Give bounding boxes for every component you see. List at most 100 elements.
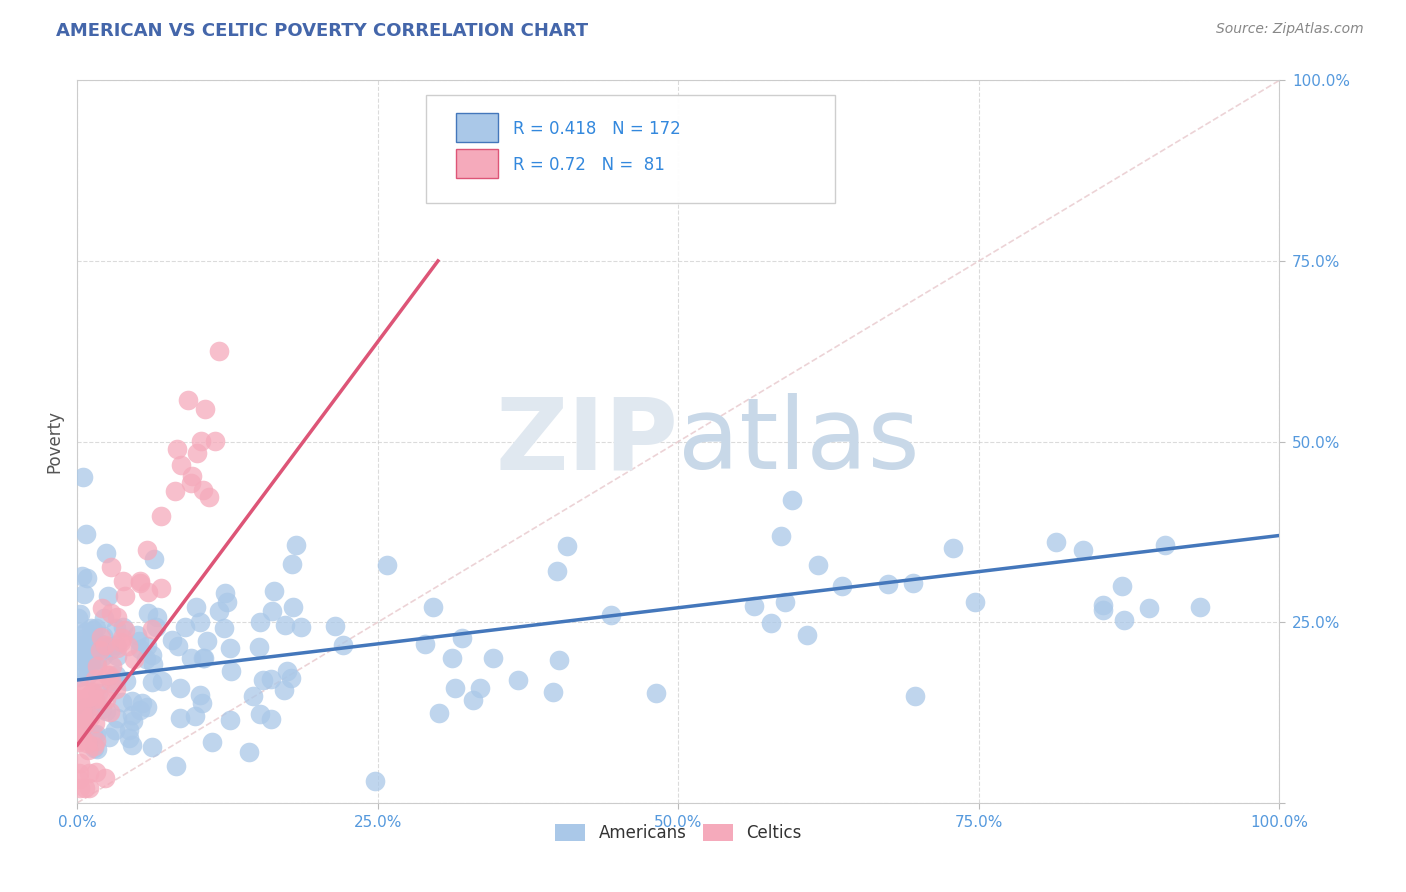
Point [831, 579, 853, 593]
Point [87, 686, 110, 700]
Point [149, 582, 172, 596]
Point [70, 706, 93, 721]
Point [169, 681, 191, 695]
Point [98, 705, 121, 719]
Point [129, 574, 152, 589]
Point [67, 708, 90, 723]
Point [1137, 600, 1160, 615]
Point [118, 723, 141, 738]
Point [84, 716, 107, 731]
Point [73, 781, 96, 796]
Point [238, 745, 260, 759]
Point [284, 538, 307, 552]
Point [82, 632, 104, 646]
Point [214, 621, 236, 635]
Point [218, 713, 240, 727]
Point [76, 690, 98, 705]
Point [90, 601, 112, 615]
Point [76, 736, 98, 750]
Point [114, 589, 136, 603]
Point [98, 643, 121, 657]
Point [443, 681, 465, 696]
Point [67, 643, 90, 657]
Point [75, 527, 97, 541]
Legend: Americans, Celtics: Americans, Celtics [548, 817, 808, 848]
Point [73, 684, 96, 698]
Point [135, 639, 157, 653]
Point [111, 695, 134, 709]
Point [141, 622, 163, 636]
Point [280, 671, 302, 685]
Point [97, 639, 120, 653]
Point [508, 673, 530, 687]
Point [70, 569, 93, 583]
Point [83, 673, 105, 687]
Point [90, 637, 112, 651]
Point [1114, 613, 1136, 627]
Point [77, 743, 100, 757]
Point [129, 576, 152, 591]
Point [70, 730, 93, 744]
Point [86, 652, 108, 666]
Point [1071, 543, 1094, 558]
Point [77, 766, 100, 780]
Point [759, 615, 782, 630]
Point [83, 698, 105, 712]
Point [69, 640, 91, 654]
Point [94, 705, 117, 719]
Point [122, 652, 145, 666]
Point [1045, 534, 1067, 549]
Point [67, 693, 90, 707]
Point [141, 675, 163, 690]
Point [75, 625, 97, 640]
Point [290, 620, 312, 634]
Point [72, 470, 94, 484]
Point [364, 774, 387, 789]
Point [73, 702, 96, 716]
Point [91, 629, 114, 643]
Point [780, 493, 803, 508]
Point [141, 740, 163, 755]
FancyBboxPatch shape [456, 149, 498, 178]
Point [76, 668, 98, 682]
Point [219, 664, 242, 678]
Point [1091, 599, 1114, 613]
Point [69, 705, 91, 719]
Point [86, 659, 108, 673]
Point [84, 727, 107, 741]
Point [67, 772, 90, 786]
Point [80, 684, 103, 698]
Point [70, 731, 93, 745]
Point [128, 634, 150, 648]
Point [67, 691, 90, 706]
Point [114, 673, 136, 688]
Point [260, 712, 283, 726]
Point [191, 483, 214, 497]
Point [249, 707, 271, 722]
Point [70, 704, 93, 718]
Point [80, 698, 103, 713]
Point [121, 714, 143, 729]
Point [73, 716, 96, 731]
Point [744, 599, 766, 613]
Point [121, 708, 143, 723]
Point [84, 765, 107, 780]
Point [69, 607, 91, 621]
Point [112, 620, 135, 634]
Point [79, 650, 101, 665]
Point [150, 508, 173, 523]
Point [96, 668, 118, 682]
Point [69, 756, 91, 771]
Point [105, 641, 128, 656]
Point [136, 542, 159, 557]
Point [118, 731, 141, 745]
Point [84, 692, 107, 706]
Point [67, 654, 90, 668]
Point [190, 434, 212, 448]
Point [198, 490, 221, 504]
Point [169, 711, 191, 725]
Point [548, 653, 571, 667]
Point [94, 546, 117, 560]
Point [1111, 579, 1133, 593]
Point [413, 637, 436, 651]
